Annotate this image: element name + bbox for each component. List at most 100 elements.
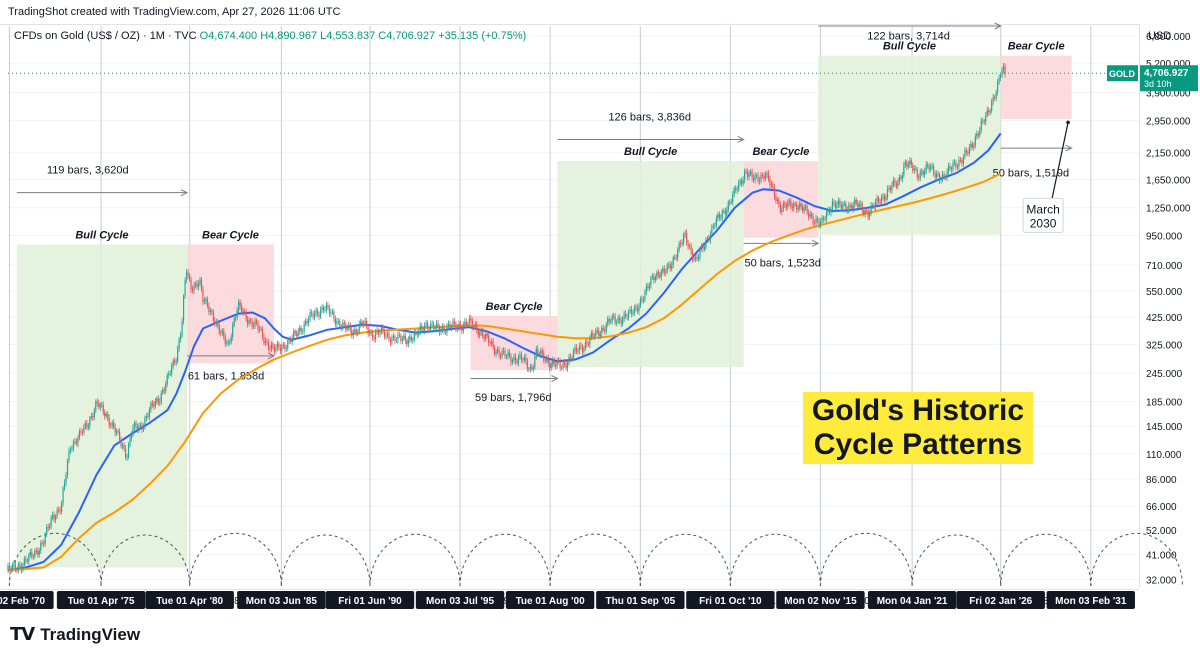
candle-body (492, 341, 494, 348)
candle-body (726, 209, 728, 215)
candle-body (505, 356, 508, 357)
candle-body (930, 166, 932, 170)
candle-body (114, 426, 116, 433)
candle-body (925, 164, 927, 171)
candle-body (889, 187, 892, 191)
candle-body (11, 564, 14, 570)
candle-body (607, 319, 609, 325)
candle-body (596, 330, 598, 331)
candle-body (468, 318, 470, 324)
candle-body (185, 272, 188, 280)
candle-body (757, 175, 759, 182)
candle-body (592, 333, 594, 337)
candle-body (148, 409, 150, 417)
candle-body (169, 373, 171, 375)
candle-body (688, 245, 691, 247)
candle-body (976, 133, 978, 137)
candle-body (456, 327, 459, 330)
candle-body (371, 332, 374, 338)
chart-credit: TradingShot created with TradingView.com… (8, 6, 341, 18)
candle-body (211, 310, 213, 313)
candle-body (709, 233, 712, 241)
candle-body (254, 320, 256, 326)
candle-body (333, 311, 335, 319)
candle-body (949, 165, 951, 169)
price-axis[interactable] (1139, 24, 1200, 588)
candle-body (29, 551, 31, 555)
candle-body (686, 232, 688, 243)
candle-body (220, 332, 222, 334)
ma-slow-line (7, 172, 1002, 572)
candle-body (273, 346, 275, 352)
candle-body (366, 320, 368, 327)
candle-body (824, 219, 826, 220)
candle-body (733, 188, 735, 195)
tradingview-brand[interactable]: TV TradingView (10, 624, 140, 645)
bear-cycle-label: Bear Cycle (202, 229, 259, 241)
candle-body (912, 164, 914, 171)
candle-body (702, 245, 704, 250)
candle-body (633, 306, 636, 313)
candle-body (721, 211, 723, 218)
candle-body (857, 202, 859, 208)
candle-body (1004, 66, 1006, 75)
candle-body (156, 398, 158, 401)
candle-body (749, 171, 752, 174)
y-tick-label: 950.000 (1146, 232, 1183, 243)
measure-arrowhead (551, 375, 559, 382)
symbol-name[interactable]: CFDs on Gold (US$ / OZ) · 1M · TVC (14, 30, 197, 42)
x-tick-label: Mon 04 Jan '21 (877, 596, 948, 607)
candle-body (886, 188, 889, 197)
candle-body (99, 404, 101, 408)
candle-body (727, 202, 729, 210)
candle-body (550, 363, 552, 368)
candle-body (982, 120, 984, 122)
x-tick-label-bg (776, 591, 865, 609)
candle-body (541, 350, 543, 353)
candle-body (13, 563, 15, 565)
price-tag-symbol-bg (1107, 65, 1138, 82)
candle-body (453, 321, 456, 324)
currency-label[interactable]: USD (1148, 30, 1172, 42)
candle-body (639, 298, 642, 306)
candle-body (406, 340, 408, 345)
candle-body (108, 417, 110, 426)
candle-body (197, 283, 200, 287)
candle-body (919, 172, 921, 179)
symbol-ohlc-legend[interactable]: CFDs on Gold (US$ / OZ) · 1M · TVC O4,67… (14, 30, 526, 42)
candle-body (40, 543, 42, 551)
x-tick-label-bg (596, 591, 685, 609)
candle-body (412, 339, 414, 341)
candle-body (465, 321, 467, 326)
candle-body (59, 510, 61, 512)
candle-body (805, 206, 807, 208)
x-tick-label-bg (0, 591, 54, 609)
chart-frame[interactable] (0, 24, 1139, 590)
candle-body (674, 257, 676, 259)
candle-body (642, 299, 645, 301)
cycle-arc (639, 533, 731, 587)
candle-body (275, 347, 277, 352)
candle-body (415, 332, 417, 334)
candle-body (747, 172, 749, 177)
x-tick-label-bg (415, 591, 505, 609)
candle-body (72, 441, 75, 449)
candle-body (151, 403, 153, 405)
bull-cycle-label: Bull Cycle (75, 229, 128, 241)
candle-body (358, 323, 360, 332)
candle-body (364, 320, 366, 324)
candle-body (90, 416, 92, 419)
candle-body (532, 367, 534, 369)
candle-body (876, 197, 878, 203)
candle-body (386, 333, 389, 336)
candle-body (187, 272, 189, 276)
x-tick-label: Mon 02 Feb '70 (0, 596, 45, 607)
x-tick-label-bg (1046, 591, 1135, 609)
bull-cycle-label: Bull Cycle (624, 146, 677, 158)
candle-body (162, 389, 164, 393)
y-tick-label: 41.000 (1146, 550, 1177, 561)
candle-body (422, 327, 424, 331)
candle-body (203, 300, 206, 302)
candle-body (764, 174, 767, 179)
